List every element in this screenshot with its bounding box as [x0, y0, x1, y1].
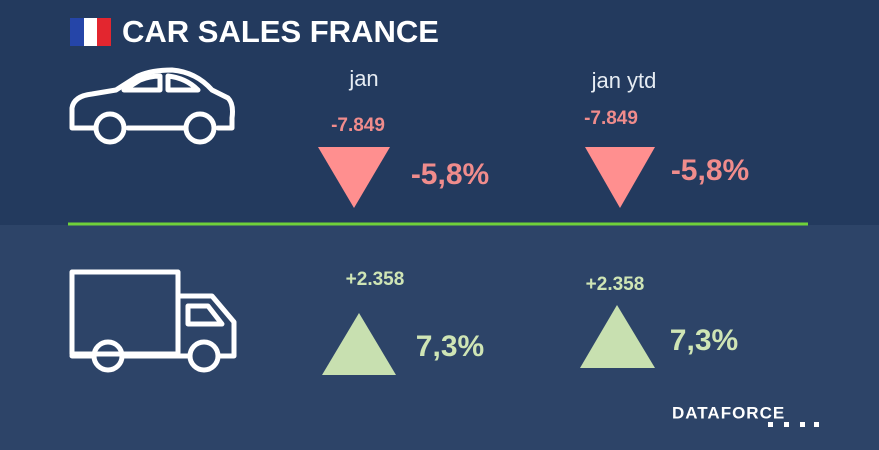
absolute-change: -7.849	[584, 108, 638, 129]
flag	[70, 18, 111, 46]
bottom-panel	[0, 225, 879, 450]
up-arrow	[580, 305, 655, 368]
percent-change: 7,3%	[416, 330, 484, 363]
title: CAR SALES FRANCE	[122, 14, 439, 49]
top-panel	[0, 0, 879, 225]
percent-change: 7,3%	[670, 324, 738, 357]
percent-change: -5,8%	[411, 158, 489, 191]
column-label: jan	[348, 66, 378, 91]
logo-dots	[768, 422, 819, 427]
percent-change: -5,8%	[671, 154, 749, 187]
down-arrow	[318, 147, 390, 208]
up-arrow	[322, 313, 396, 375]
absolute-change: -7.849	[331, 115, 385, 136]
column-label: jan ytd	[591, 68, 657, 93]
truck-icon	[69, 269, 237, 373]
absolute-change: +2.358	[586, 274, 645, 295]
down-arrow	[585, 147, 655, 208]
car-icon	[69, 67, 235, 145]
logo: DATAFORCE	[672, 403, 785, 422]
absolute-change: +2.358	[346, 269, 405, 290]
